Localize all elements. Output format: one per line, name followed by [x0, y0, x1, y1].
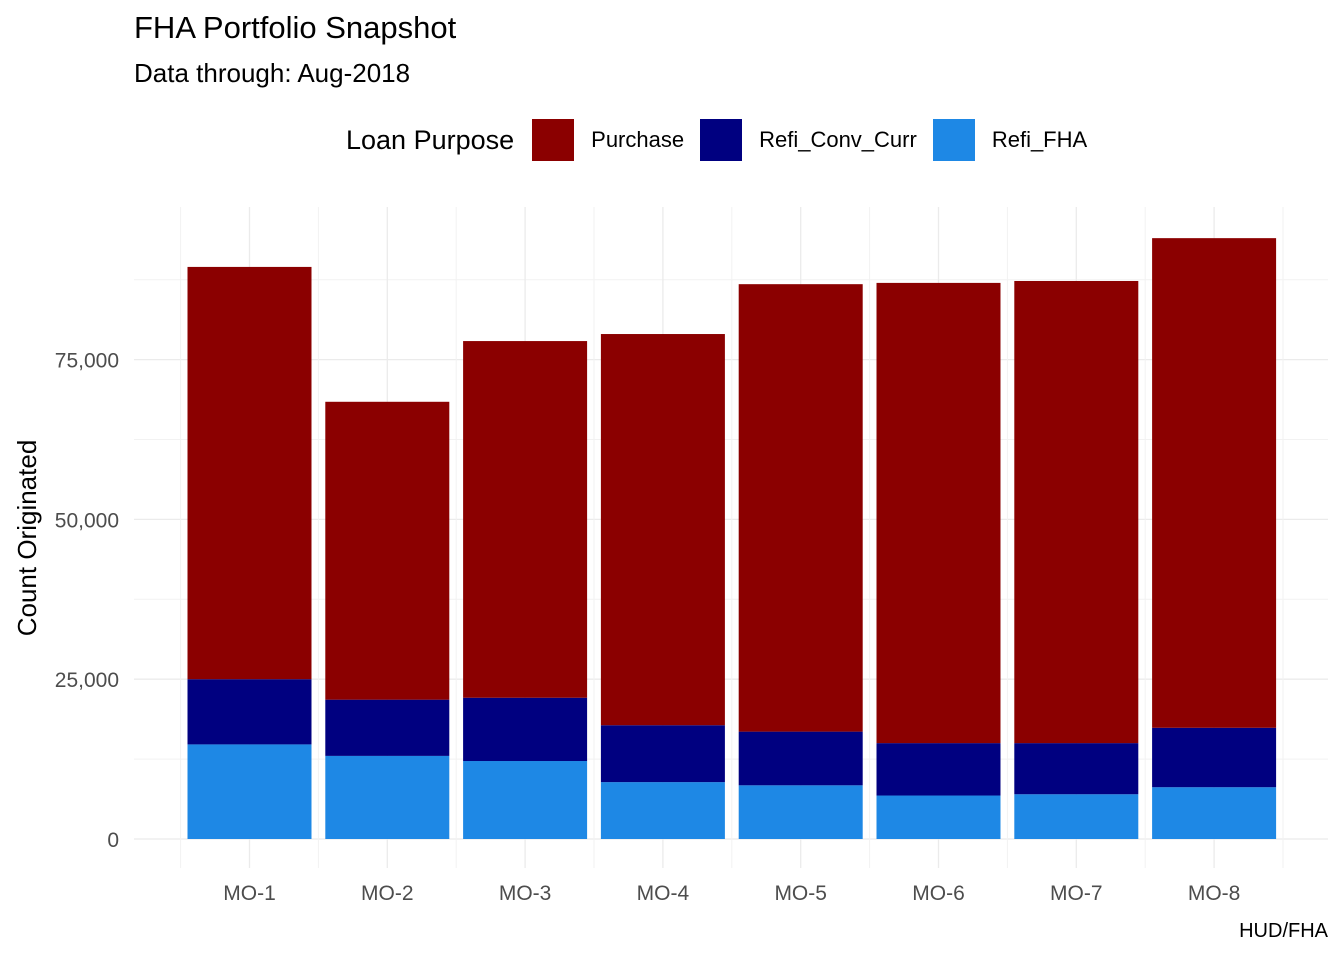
bars	[187, 238, 1277, 839]
chart-caption: HUD/FHA	[1239, 920, 1328, 942]
x-tick-label: MO-5	[774, 882, 827, 905]
bar-purchase-mo-3	[463, 341, 588, 698]
bar-purchase-mo-5	[738, 284, 863, 732]
bar-refi-fha-mo-3	[463, 761, 588, 839]
x-axis-ticks: MO-1 MO-2 MO-3 MO-4 MO-5 MO-6 MO-7 MO-8	[223, 882, 1240, 905]
x-tick-label: MO-4	[637, 882, 690, 905]
legend-item-refi-conv-curr: Refi_Conv_Curr	[700, 119, 917, 161]
bar-purchase-mo-4	[600, 334, 725, 726]
bar-purchase-mo-2	[325, 401, 450, 700]
bar-refi-fha-mo-5	[738, 785, 863, 839]
x-tick-label: MO-8	[1188, 882, 1241, 905]
legend-swatch-purchase	[532, 119, 575, 161]
bar-purchase-mo-7	[1014, 280, 1139, 744]
legend-title: Loan Purpose	[346, 124, 515, 155]
x-tick-label: MO-7	[1050, 882, 1103, 905]
x-tick-label: MO-6	[912, 882, 965, 905]
grid-lines	[134, 207, 1328, 868]
bar-purchase-mo-8	[1152, 238, 1277, 728]
bar-refi-conv-curr-mo-3	[463, 697, 588, 762]
legend-item-purchase: Purchase	[532, 119, 684, 161]
bar-refi-conv-curr-mo-7	[1014, 743, 1139, 795]
legend-label-refi-conv-curr: Refi_Conv_Curr	[759, 127, 917, 152]
bar-refi-fha-mo-8	[1152, 787, 1277, 839]
bar-purchase-mo-1	[187, 266, 312, 680]
bar-refi-fha-mo-2	[325, 755, 450, 839]
y-axis-ticks: 0 25,000 50,000 75,000	[55, 350, 119, 852]
bar-refi-fha-mo-1	[187, 744, 312, 839]
y-tick-label: 75,000	[55, 350, 119, 373]
y-tick-label: 50,000	[55, 509, 119, 532]
bar-refi-conv-curr-mo-2	[325, 699, 450, 756]
x-tick-label: MO-1	[223, 882, 276, 905]
bar-refi-conv-curr-mo-6	[876, 743, 1001, 796]
legend-label-refi-fha: Refi_FHA	[991, 127, 1088, 152]
chart-subtitle: Data through: Aug-2018	[134, 58, 411, 88]
bar-refi-conv-curr-mo-8	[1152, 727, 1277, 788]
legend-label-purchase: Purchase	[591, 127, 685, 152]
bar-refi-conv-curr-mo-4	[600, 725, 725, 783]
legend-swatch-refi-fha	[932, 119, 975, 161]
legend: Loan Purpose Purchase Refi_Conv_Curr Ref…	[346, 118, 1103, 162]
x-tick-label: MO-3	[499, 882, 552, 905]
chart-title: FHA Portfolio Snapshot	[134, 10, 457, 45]
bar-refi-conv-curr-mo-5	[738, 731, 863, 786]
y-axis-title: Count Originated	[12, 440, 42, 637]
y-tick-label: 25,000	[55, 669, 119, 692]
legend-item-refi-fha: Refi_FHA	[932, 119, 1088, 161]
bar-refi-fha-mo-7	[1014, 794, 1139, 839]
bar-refi-fha-mo-4	[600, 782, 725, 839]
bar-purchase-mo-6	[876, 282, 1001, 744]
bar-refi-conv-curr-mo-1	[187, 679, 312, 745]
y-tick-label: 0	[107, 829, 119, 852]
legend-swatch-refi-conv-curr	[700, 119, 743, 161]
x-tick-label: MO-2	[361, 882, 414, 905]
bar-refi-fha-mo-6	[876, 795, 1001, 839]
